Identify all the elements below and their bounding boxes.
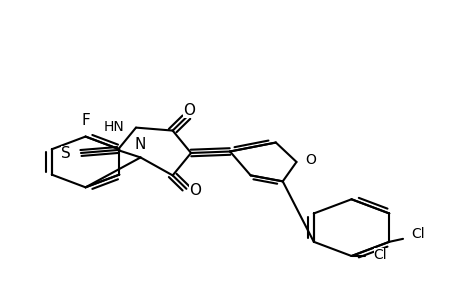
Text: O: O — [304, 153, 315, 166]
Text: Cl: Cl — [373, 248, 386, 262]
Text: N: N — [134, 137, 146, 152]
Text: O: O — [182, 103, 194, 118]
Text: HN: HN — [104, 120, 124, 134]
Text: Cl: Cl — [410, 227, 424, 242]
Text: F: F — [81, 113, 90, 128]
Text: S: S — [61, 146, 71, 161]
Text: O: O — [188, 183, 200, 198]
